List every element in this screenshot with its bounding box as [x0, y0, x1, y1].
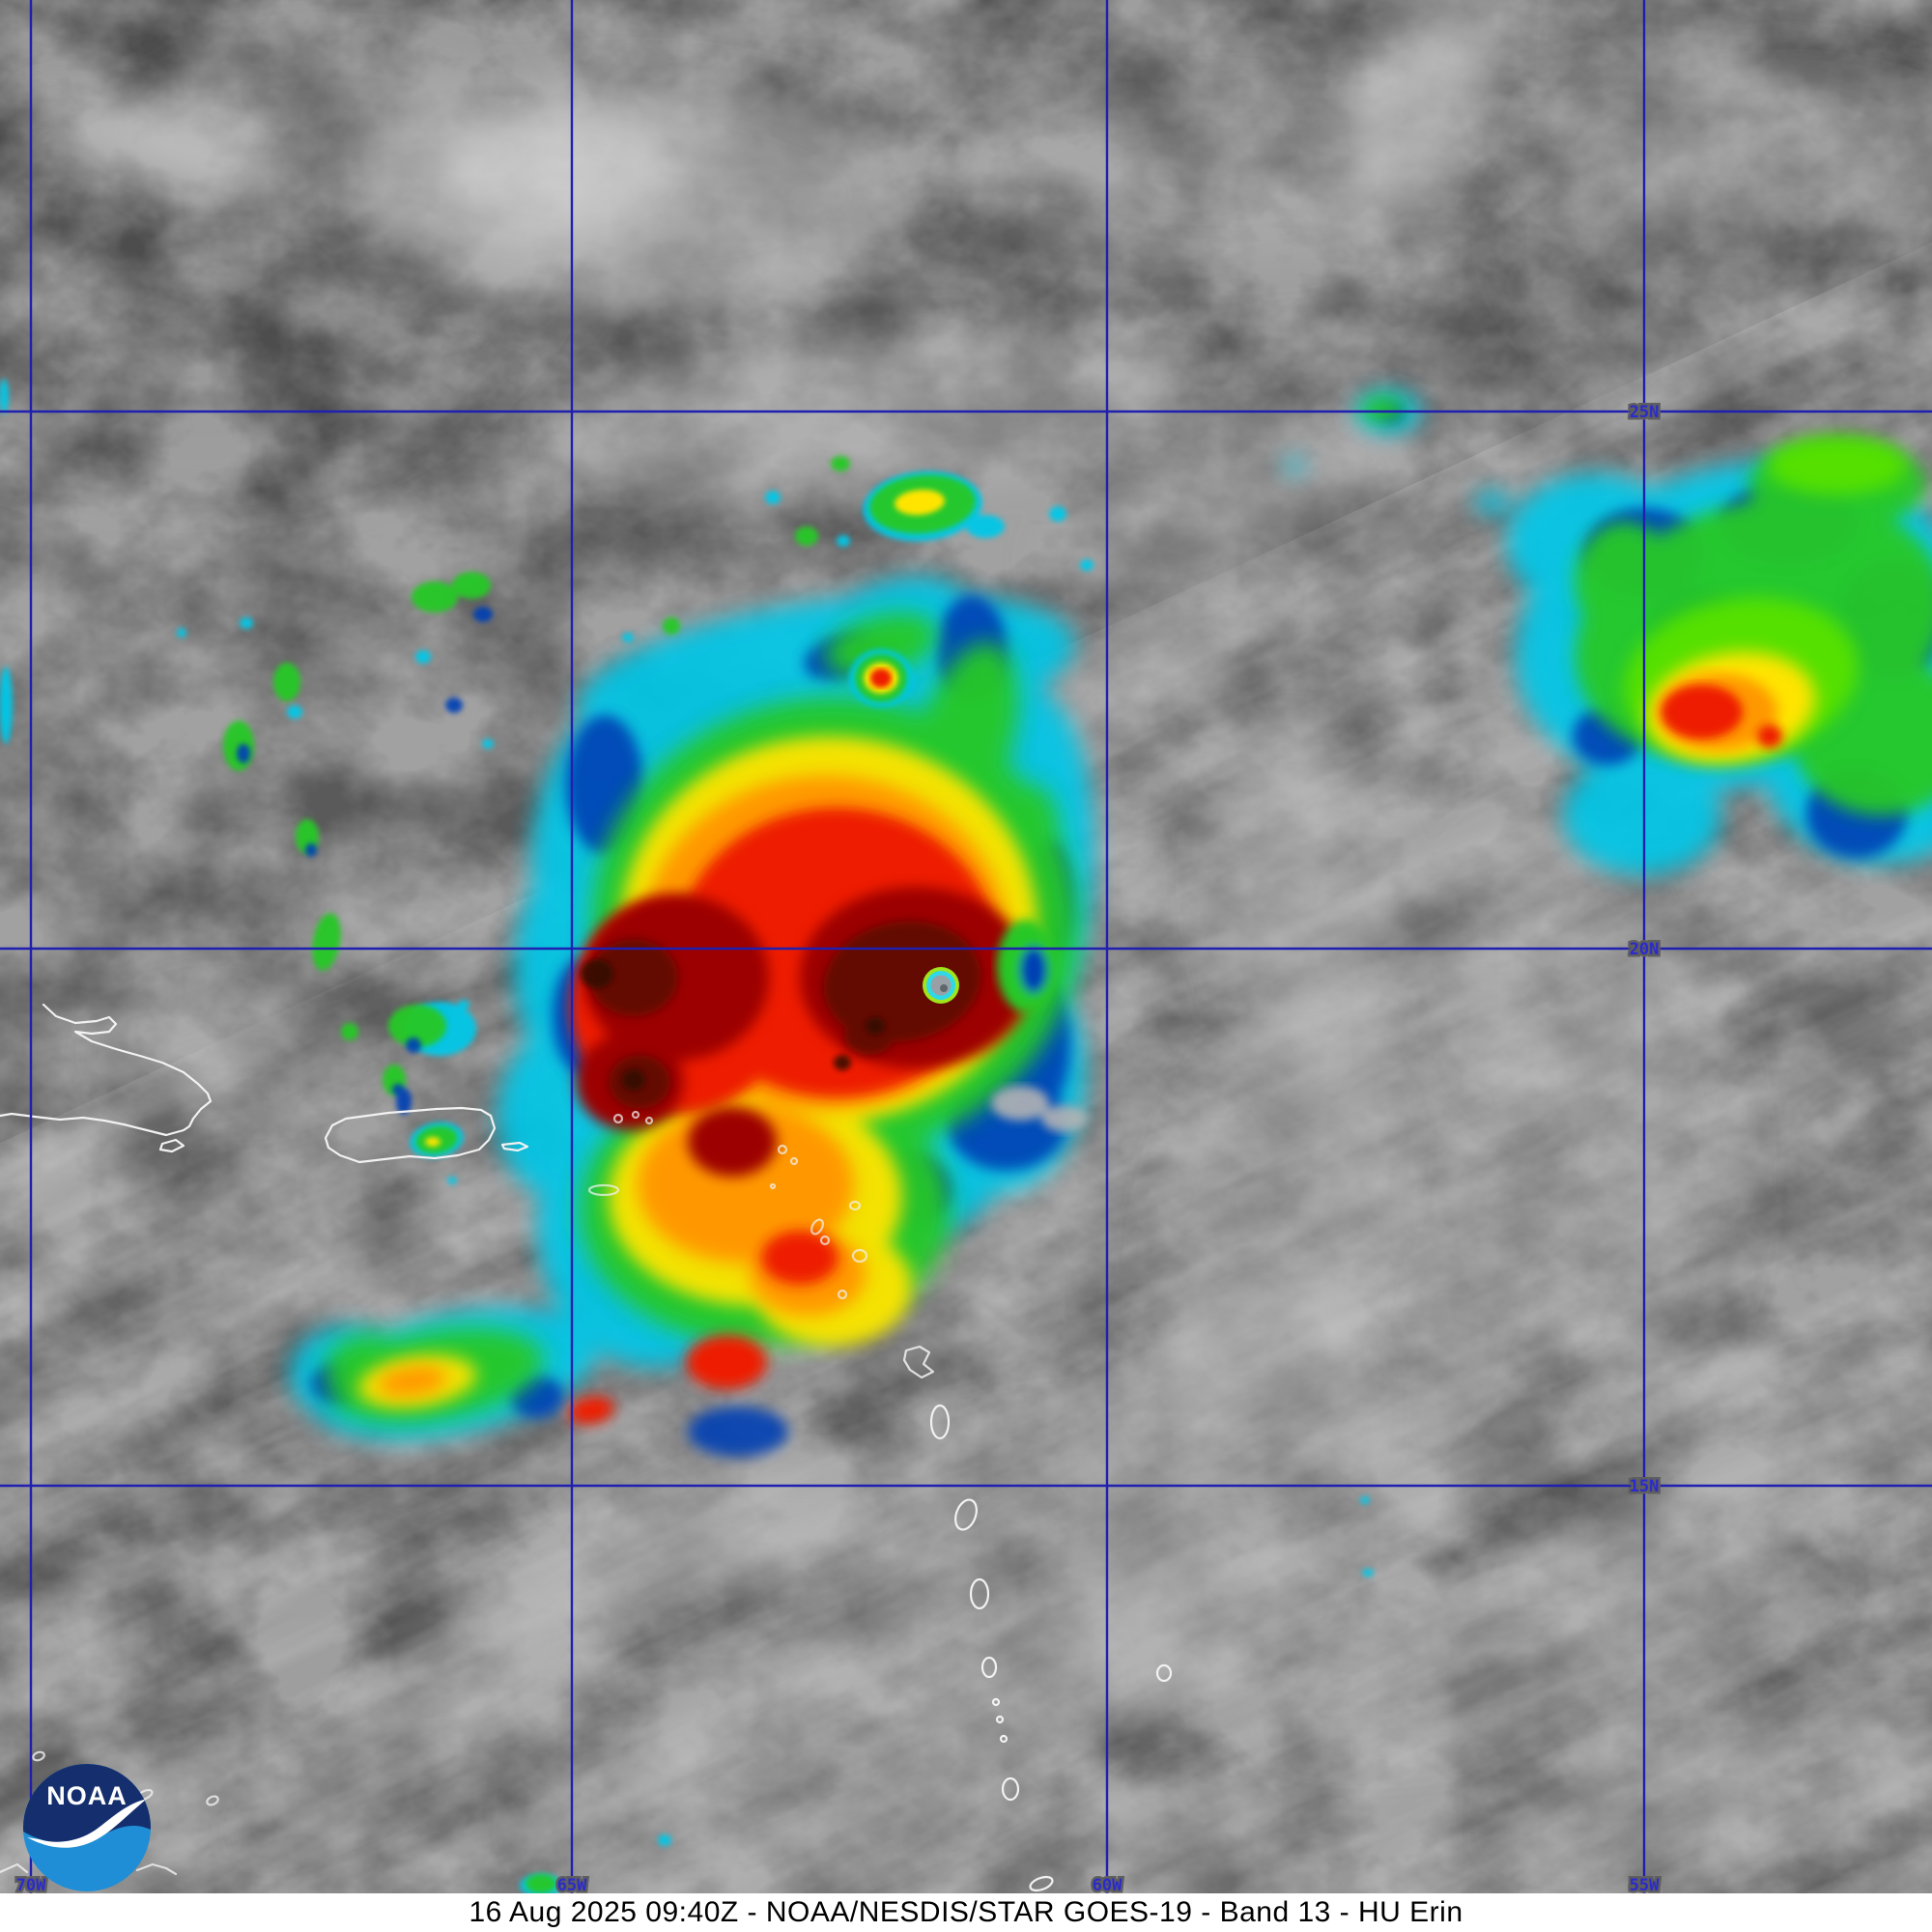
hurricane-erin — [290, 577, 1094, 1457]
scattered-cells — [0, 379, 1374, 1913]
cells-yellow — [425, 489, 945, 1147]
grid-label-60W: 60W — [1093, 1876, 1122, 1895]
coastline-hispaniola — [0, 1003, 213, 1137]
noaa-logo: NOAA — [23, 1764, 151, 1891]
hurricane-eye — [923, 967, 959, 1004]
erin-overflow-gray — [991, 1086, 1088, 1132]
coastline-grenadine-1 — [991, 1697, 1001, 1707]
caption-text: 16 Aug 2025 09:40Z - NOAA/NESDIS/STAR GO… — [469, 1896, 1463, 1928]
coastline-barbados — [1155, 1663, 1173, 1683]
ne-red — [1662, 685, 1782, 748]
coastlines-under-storm — [587, 1110, 868, 1300]
grid-label-15N: 15N — [1630, 1477, 1660, 1496]
cells-deepblue — [237, 607, 493, 1115]
coastline-st-lucia — [969, 1577, 990, 1610]
noaa-seagull-icon — [27, 1799, 147, 1848]
coastlines-south-fragments — [0, 1750, 219, 1876]
grid-label-70W: 70W — [16, 1876, 46, 1895]
grid-label-65W: 65W — [557, 1876, 587, 1895]
coastline-martinique — [954, 1498, 978, 1531]
coastline-grenadine-3 — [999, 1734, 1009, 1744]
cells-red — [870, 668, 892, 688]
coastlines — [0, 1003, 1173, 1892]
grid-label-55W: 55W — [1630, 1876, 1660, 1895]
grid-label-20N: 20N — [1630, 940, 1660, 959]
grid-label-25N: 25N — [1630, 403, 1660, 422]
gray-cloud-masses — [28, 0, 1932, 1932]
coastline-guadeloupe — [902, 1345, 935, 1379]
northeast-system — [1285, 390, 1932, 875]
coastline-vieques — [500, 1141, 529, 1152]
coastline-puerto-rico — [324, 1106, 497, 1164]
coastline-barahona — [158, 1138, 185, 1153]
coastline-dominica — [929, 1404, 951, 1440]
coastline-st-vincent — [980, 1656, 998, 1679]
coastline-grenadine-2 — [995, 1715, 1005, 1724]
caption-bar: 16 Aug 2025 09:40Z - NOAA/NESDIS/STAR GO… — [0, 1893, 1932, 1932]
coastline-grenada — [1001, 1776, 1020, 1802]
erin-east-notch — [997, 920, 1055, 1012]
noaa-logo-text: NOAA — [46, 1781, 128, 1810]
noaa-logo-sky — [23, 1764, 151, 1844]
erin-coldest-spots — [581, 959, 885, 1091]
coastline-tobago — [1029, 1875, 1054, 1892]
